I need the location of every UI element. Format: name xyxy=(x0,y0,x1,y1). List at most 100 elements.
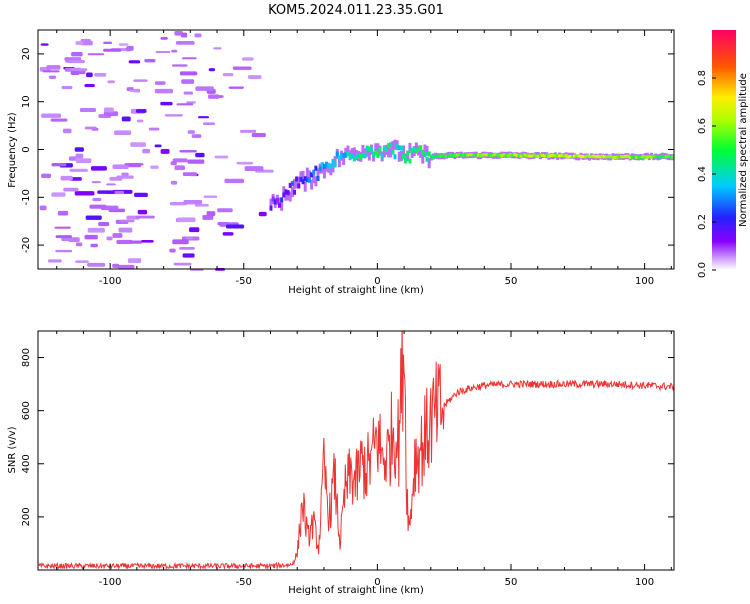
spectrogram-signal-cell xyxy=(553,154,557,158)
spectrogram-noise-cell xyxy=(60,175,73,181)
spectrogram-signal-cell xyxy=(521,153,525,157)
spectrogram-noise-cell xyxy=(50,118,68,122)
spectrogram-signal-cell xyxy=(547,154,551,158)
spectrogram-signal-cell xyxy=(581,155,585,159)
spectrogram-signal-halo xyxy=(410,147,414,158)
spectrogram-noise-cells xyxy=(39,30,274,271)
spectrogram-noise-cell xyxy=(176,103,194,106)
spectrogram-signal-cell xyxy=(380,153,384,159)
spectrogram-x-tick-label: 100 xyxy=(635,276,654,287)
spectrogram-signal-cell xyxy=(519,154,523,158)
spectrogram-noise-cell xyxy=(74,147,84,152)
spectrogram-signal-cell xyxy=(395,143,399,149)
colorbar-tick-label: 0.4 xyxy=(697,166,708,182)
spectrogram-signal-halo xyxy=(297,176,301,187)
snr-y-tick-label: 800 xyxy=(21,348,32,367)
spectrogram-signal-cell xyxy=(357,153,361,159)
spectrogram-signal-cell xyxy=(662,155,666,159)
spectrogram-signal-cell xyxy=(575,154,579,158)
spectrogram-noise-cell xyxy=(63,187,79,192)
spectrogram-noise-cell xyxy=(55,249,73,253)
spectrogram-noise-cell xyxy=(100,205,119,211)
spectrogram-noise-cell xyxy=(142,148,151,154)
spectrogram-noise-cell xyxy=(164,114,183,117)
spectrogram-signal-cell xyxy=(483,153,487,157)
spectrogram-noise-cell xyxy=(117,264,135,269)
spectrogram-signal-cell xyxy=(577,154,581,158)
spectrogram-signal-cell xyxy=(523,153,527,157)
spectrogram-noise-cell xyxy=(75,242,83,247)
spectrogram-signal-halo xyxy=(284,190,288,201)
spectrogram-signal-cell xyxy=(639,155,643,159)
spectrogram-signal-cell xyxy=(303,176,307,182)
spectrogram-signal-cell xyxy=(355,154,358,160)
spectrogram-signal-cell xyxy=(414,148,418,154)
spectrogram-noise-cell xyxy=(181,32,188,38)
spectrogram-signal-cell xyxy=(570,155,574,159)
spectrogram-y-tick-label: -10 xyxy=(21,189,32,205)
spectrogram-signal-cell xyxy=(363,152,367,158)
spectrogram-signal-cell xyxy=(278,202,282,208)
spectrogram-noise-cell xyxy=(87,262,106,267)
spectrogram-noise-cell xyxy=(198,116,210,119)
spectrogram-noise-cell xyxy=(182,253,195,258)
spectrogram-signal-halo xyxy=(419,147,423,158)
spectrogram-signal-cell xyxy=(596,154,600,158)
spectrogram-noise-cell xyxy=(224,178,245,184)
spectrogram-signal-cell xyxy=(374,150,378,156)
spectrogram-signal-cell xyxy=(391,149,395,155)
spectrogram-noise-cell xyxy=(228,86,244,89)
spectrogram-noise-cell xyxy=(116,175,134,179)
spectrogram-signal-cell xyxy=(340,153,344,159)
spectrogram-noise-cell xyxy=(202,122,215,125)
spectrogram-signal-halo xyxy=(361,144,365,155)
snr-y-label: SNR (v/v) xyxy=(7,426,18,473)
spectrogram-signal-cell xyxy=(645,155,649,159)
spectrogram-signal-cell xyxy=(566,155,570,159)
spectrogram-signal-cell xyxy=(526,154,530,158)
spectrogram-noise-cell xyxy=(179,71,198,76)
spectrogram-signal-halo xyxy=(269,198,273,209)
spectrogram-signal-cell xyxy=(506,153,510,157)
spectrogram-signal-cell xyxy=(613,155,617,159)
spectrogram-noise-cell xyxy=(222,73,234,77)
spectrogram-noise-cell xyxy=(222,232,234,236)
spectrogram-x-label: Height of straight line (km) xyxy=(288,285,424,296)
spectrogram-signal-cell xyxy=(442,155,446,159)
spectrogram-noise-cell xyxy=(177,217,196,223)
figure-title: KOM5.2024.011.23.35.G01 xyxy=(268,3,444,18)
spectrogram-noise-cell xyxy=(135,215,155,219)
spectrogram-noise-cell xyxy=(236,161,254,165)
spectrogram-signal-halo xyxy=(393,139,397,150)
spectrogram-signal-cell xyxy=(295,176,299,182)
spectrogram-signal-cell xyxy=(440,153,444,157)
spectrogram-signal-halo xyxy=(290,187,294,198)
spectrogram-signal-cell xyxy=(551,153,555,157)
spectrogram-signal-cell xyxy=(600,154,604,158)
colorbar-tick-label: 0.0 xyxy=(697,262,708,278)
spectrogram-signal-halo xyxy=(350,148,354,159)
spectrogram-signal-cell xyxy=(348,153,352,159)
spectrogram-noise-cell xyxy=(154,88,174,94)
spectrogram-noise-cell xyxy=(232,66,252,70)
spectrogram-signal-cell xyxy=(562,154,566,158)
spectrogram-noise-cell xyxy=(87,53,105,56)
spectrogram-noise-cell xyxy=(55,235,72,239)
spectrogram-signal-halo xyxy=(282,186,286,197)
spectrogram-signal-cell xyxy=(421,149,425,155)
spectrogram-noise-cell xyxy=(195,86,214,91)
spectrogram-noise-cell xyxy=(98,222,110,227)
spectrogram-signal-halo xyxy=(427,158,431,169)
spectrogram-signal-cell xyxy=(318,166,322,172)
spectrogram-noise-cell xyxy=(97,190,115,194)
spectrogram-noise-cell xyxy=(154,81,166,85)
spectrogram-noise-cell xyxy=(75,260,89,263)
spectrogram-signal-halo xyxy=(408,142,412,153)
spectrogram-signal-cell xyxy=(478,154,482,158)
spectrogram-signal-halo xyxy=(337,157,341,168)
spectrogram-signal-cell xyxy=(438,154,442,158)
spectrogram-signal-cell xyxy=(609,155,613,159)
spectrogram-noise-cell xyxy=(194,203,209,207)
spectrogram-y-tick-label: 0 xyxy=(21,146,32,152)
